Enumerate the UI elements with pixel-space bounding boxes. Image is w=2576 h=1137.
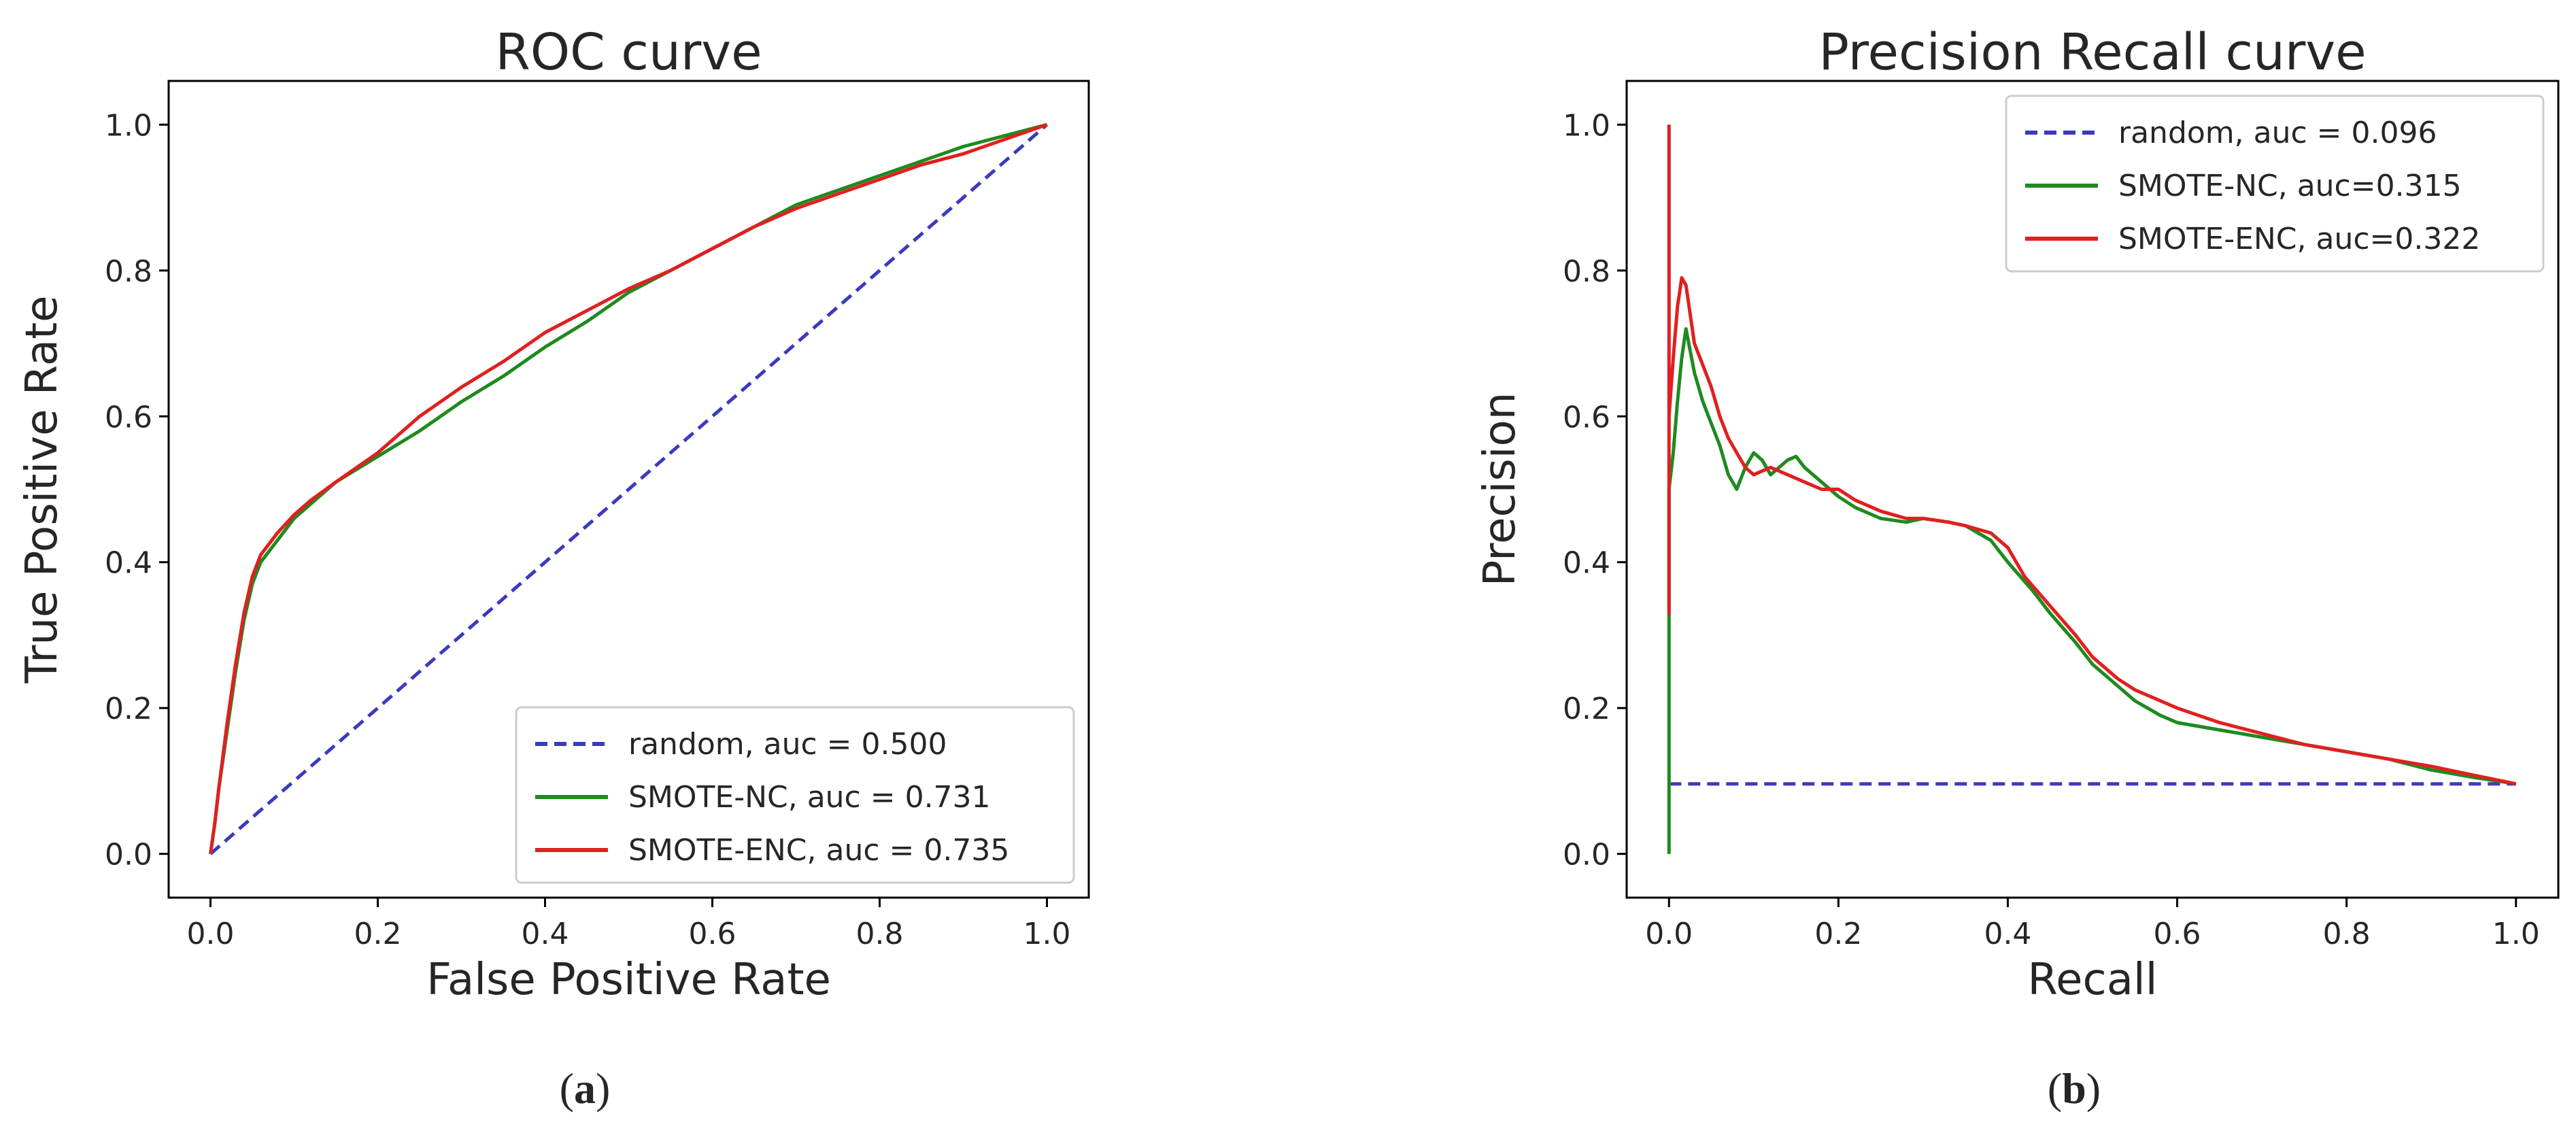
chart0-series-line-2 bbox=[209, 122, 1048, 855]
chart0-y-tick-label: 0.4 bbox=[105, 546, 152, 581]
chart1-x-tick-label: 0.2 bbox=[1814, 917, 1862, 951]
chart1-series-line-1 bbox=[1667, 327, 2517, 854]
chart1-x-axis-label: Recall bbox=[2028, 955, 2158, 1005]
chart0-x-tick-label: 0.0 bbox=[187, 917, 235, 951]
chart1-x-tick-label: 0.0 bbox=[1645, 917, 1693, 951]
chart0-title: ROC curve bbox=[495, 23, 762, 82]
chart1-y-tick-label: 0.0 bbox=[1563, 838, 1610, 872]
chart1-series-line-2 bbox=[1667, 124, 2517, 786]
chart0-legend-label-0: random, auc = 0.500 bbox=[628, 727, 947, 762]
chart0-x-tick-label: 0.4 bbox=[522, 917, 569, 951]
chart1-panel-caption: (b) bbox=[2048, 1064, 2101, 1113]
chart1-y-tick-label: 0.4 bbox=[1563, 546, 1610, 581]
chart0-series-line-0 bbox=[209, 123, 1049, 855]
chart0-legend-label-1: SMOTE-NC, auc = 0.731 bbox=[628, 780, 991, 815]
chart1-y-tick-label: 0.2 bbox=[1563, 692, 1610, 726]
chart1-x-tick-label: 0.4 bbox=[1984, 917, 2031, 951]
chart1-y-axis-label: Precision bbox=[1475, 392, 1525, 587]
chart1-legend-label-0: random, auc = 0.096 bbox=[2118, 116, 2437, 150]
chart0-legend-label-2: SMOTE-ENC, auc = 0.735 bbox=[628, 833, 1009, 868]
chart0-y-tick-label: 1.0 bbox=[105, 108, 152, 143]
chart1-title: Precision Recall curve bbox=[1818, 23, 2366, 82]
chart0-x-axis-label: False Positive Rate bbox=[426, 955, 831, 1005]
chart1-x-tick-label: 0.8 bbox=[2323, 917, 2371, 951]
chart0-panel-letter: a bbox=[574, 1064, 596, 1113]
chart0-y-tick-label: 0.2 bbox=[105, 692, 152, 726]
chart1-y-tick-label: 1.0 bbox=[1563, 108, 1610, 143]
chart0-panel-caption: (a) bbox=[560, 1064, 611, 1113]
chart1-y-tick-label: 0.6 bbox=[1563, 400, 1610, 435]
chart0-x-tick-label: 0.8 bbox=[856, 917, 904, 951]
chart0-y-tick-label: 0.6 bbox=[105, 400, 152, 435]
chart1-x-tick-label: 0.6 bbox=[2154, 917, 2201, 951]
chart0-x-tick-label: 1.0 bbox=[1023, 917, 1071, 951]
chart0-x-tick-label: 0.2 bbox=[354, 917, 402, 951]
chart0-y-axis-label: True Positive Rate bbox=[17, 295, 67, 683]
chart0-legend-box bbox=[515, 706, 1075, 884]
chart0-y-tick-label: 0.8 bbox=[105, 254, 152, 289]
chart1-legend-box bbox=[2005, 95, 2545, 273]
chart0-x-tick-label: 0.6 bbox=[689, 917, 736, 951]
chart0-plot-frame bbox=[167, 80, 1090, 899]
chart1-x-tick-label: 1.0 bbox=[2492, 917, 2540, 951]
chart1-panel-letter: b bbox=[2062, 1064, 2086, 1113]
chart1-legend-label-2: SMOTE-ENC, auc=0.322 bbox=[2118, 222, 2480, 256]
chart1-legend-label-1: SMOTE-NC, auc=0.315 bbox=[2118, 169, 2462, 203]
chart1-plot-frame bbox=[1625, 80, 2560, 899]
chart1-y-tick-label: 0.8 bbox=[1563, 254, 1610, 289]
chart0-y-tick-label: 0.0 bbox=[105, 838, 152, 872]
